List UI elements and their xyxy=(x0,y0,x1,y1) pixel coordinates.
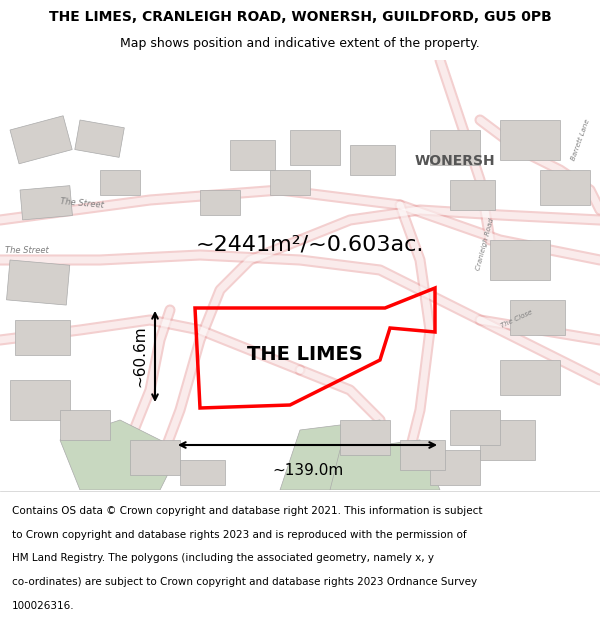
Text: THE LIMES, CRANLEIGH ROAD, WONERSH, GUILDFORD, GU5 0PB: THE LIMES, CRANLEIGH ROAD, WONERSH, GUIL… xyxy=(49,10,551,24)
Text: The Street: The Street xyxy=(60,198,104,210)
Text: Cranleigh Road: Cranleigh Road xyxy=(475,217,495,271)
Bar xyxy=(500,360,560,395)
Text: ~2441m²/~0.603ac.: ~2441m²/~0.603ac. xyxy=(196,235,424,255)
Bar xyxy=(200,190,240,215)
Bar xyxy=(60,410,110,440)
Text: THE LIMES: THE LIMES xyxy=(247,346,363,364)
Bar xyxy=(10,116,72,164)
Text: ~139.0m: ~139.0m xyxy=(272,463,343,478)
Text: Contains OS data © Crown copyright and database right 2021. This information is : Contains OS data © Crown copyright and d… xyxy=(12,506,482,516)
Text: to Crown copyright and database rights 2023 and is reproduced with the permissio: to Crown copyright and database rights 2… xyxy=(12,530,467,540)
Polygon shape xyxy=(330,440,440,490)
Bar xyxy=(75,120,124,158)
Bar xyxy=(480,420,535,460)
Bar xyxy=(100,170,140,195)
Bar xyxy=(400,440,445,470)
Bar xyxy=(20,186,73,220)
Bar xyxy=(490,240,550,280)
Bar xyxy=(230,140,275,170)
Bar xyxy=(450,180,495,210)
Polygon shape xyxy=(280,420,400,490)
Polygon shape xyxy=(60,420,180,490)
Text: Barrett Lane: Barrett Lane xyxy=(570,118,590,161)
Text: HM Land Registry. The polygons (including the associated geometry, namely x, y: HM Land Registry. The polygons (includin… xyxy=(12,554,434,564)
Bar xyxy=(430,450,480,485)
Text: The Street: The Street xyxy=(5,246,49,255)
Bar xyxy=(540,170,590,205)
Text: ~60.6m: ~60.6m xyxy=(132,326,147,388)
Bar xyxy=(270,170,310,195)
Text: co-ordinates) are subject to Crown copyright and database rights 2023 Ordnance S: co-ordinates) are subject to Crown copyr… xyxy=(12,577,477,587)
Bar xyxy=(290,130,340,165)
Bar xyxy=(10,380,70,420)
Text: 100026316.: 100026316. xyxy=(12,601,74,611)
Bar xyxy=(350,145,395,175)
Text: Map shows position and indicative extent of the property.: Map shows position and indicative extent… xyxy=(120,37,480,50)
Bar xyxy=(15,320,70,355)
Bar xyxy=(180,460,225,485)
Text: The Close: The Close xyxy=(500,309,533,329)
Bar xyxy=(450,410,500,445)
Bar xyxy=(340,420,390,455)
Bar xyxy=(500,120,560,160)
Bar xyxy=(510,300,565,335)
Text: WONERSH: WONERSH xyxy=(415,154,496,168)
Bar xyxy=(130,440,180,475)
Bar xyxy=(7,260,70,305)
Bar xyxy=(430,130,480,165)
